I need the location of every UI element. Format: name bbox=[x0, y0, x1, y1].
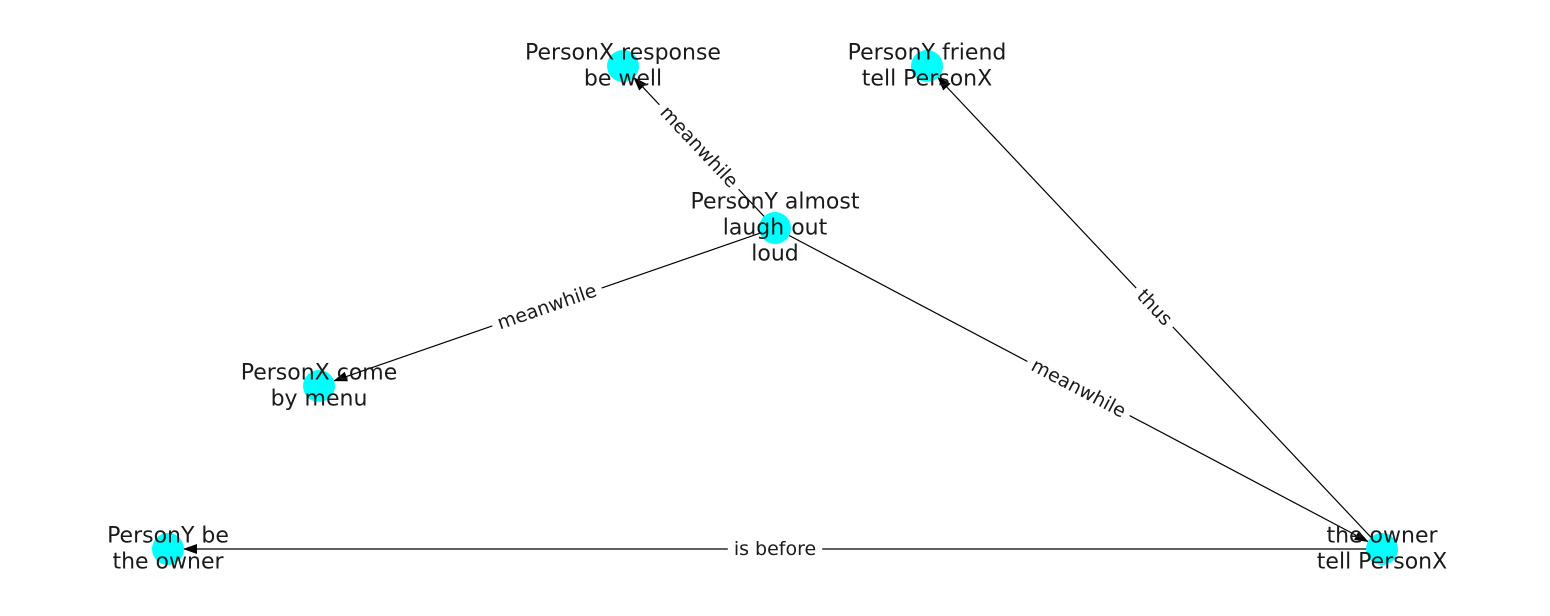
edge-label-background bbox=[727, 536, 823, 562]
node-label-line: the owner bbox=[1326, 524, 1438, 549]
node-label-line: PersonY friend bbox=[848, 41, 1007, 66]
edge-label: meanwhile bbox=[1028, 355, 1130, 423]
edge-label-group: is before bbox=[727, 536, 823, 562]
edge-label: is before bbox=[734, 538, 816, 560]
node-label: PersonX response be well bbox=[525, 41, 721, 92]
edge-label-background bbox=[488, 275, 606, 339]
node-n_friend bbox=[911, 50, 943, 82]
node-label: PersonX come by menu bbox=[241, 361, 398, 412]
node-n_laugh bbox=[759, 212, 791, 244]
node-label-line: PersonX come bbox=[241, 361, 398, 386]
nodes-layer bbox=[152, 50, 1398, 565]
node-label-line: the owner bbox=[112, 550, 224, 575]
node-label-line: loud bbox=[751, 242, 798, 267]
edge-label-group: meanwhile bbox=[488, 275, 606, 339]
edge-label-background bbox=[1021, 349, 1136, 428]
node-label-line: laugh out bbox=[723, 216, 828, 241]
node-n_response bbox=[607, 50, 639, 82]
node-n_beowner bbox=[152, 533, 184, 565]
edges-layer bbox=[183, 76, 1383, 554]
edge-label-group: meanwhile bbox=[649, 95, 749, 199]
edge-label-background bbox=[649, 95, 749, 199]
node-label: the owner tell PersonX bbox=[1317, 524, 1447, 575]
node-label: PersonY almost laugh out loud bbox=[691, 190, 860, 267]
node-label-line: by menu bbox=[271, 387, 368, 412]
node-label-line: PersonX response bbox=[525, 41, 721, 66]
node-label: PersonY friend tell PersonX bbox=[848, 41, 1007, 92]
node-label-line: be well bbox=[584, 67, 662, 92]
node-n_menu bbox=[303, 370, 335, 402]
node-label-line: PersonY be bbox=[107, 524, 229, 549]
edge-label-group: meanwhile bbox=[1021, 349, 1136, 428]
node-n_owner bbox=[1366, 533, 1398, 565]
node-label: PersonY be the owner bbox=[107, 524, 229, 575]
edge-label: meanwhile bbox=[655, 102, 742, 193]
edge-label-background bbox=[1126, 279, 1183, 336]
node-label-line: tell PersonX bbox=[1317, 550, 1447, 575]
node-label-line: tell PersonX bbox=[862, 67, 992, 92]
node-label-line: PersonY almost bbox=[691, 190, 860, 215]
